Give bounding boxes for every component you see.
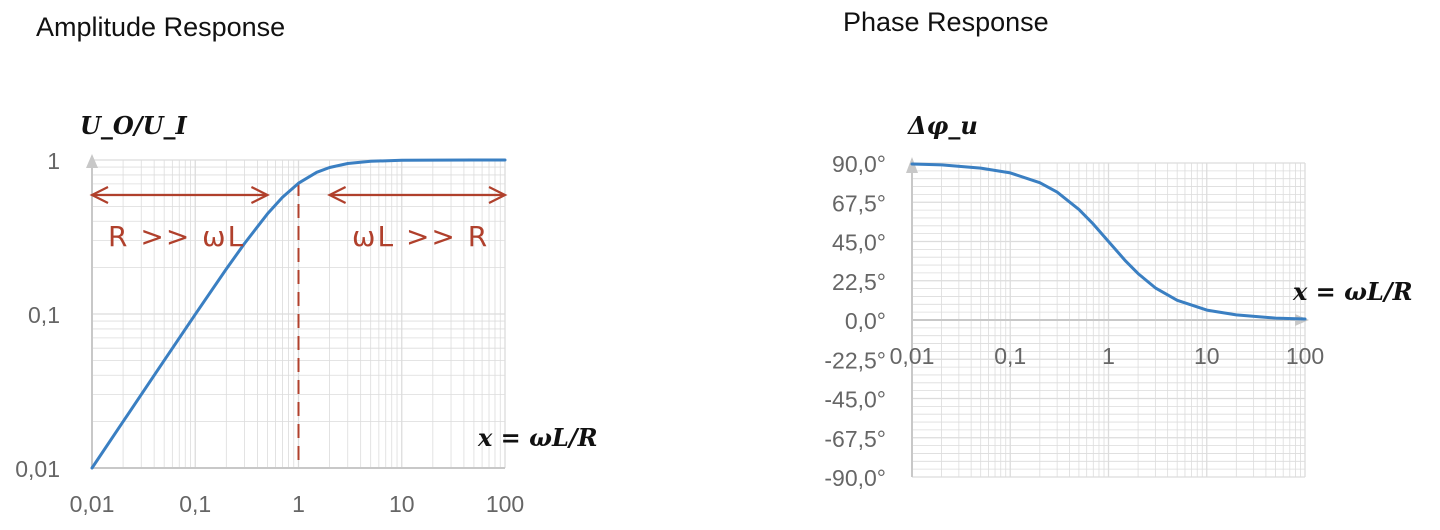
phase-curve <box>910 162 1307 321</box>
y-tick-label: 0,0° <box>845 308 886 334</box>
y-tick-label: 22,5° <box>832 269 886 295</box>
y-tick-label: 0,1 <box>28 302 60 328</box>
amplitude-axes <box>86 154 505 469</box>
y-tick-label: -22,5° <box>824 347 886 373</box>
annotation-r-dominant: R >> ωL <box>108 220 245 253</box>
x-tick-label: 0,1 <box>994 343 1026 369</box>
phase-tick-labels: 0,01 0,1 1 10 100 90,0° 67,5° 45,0° 22,5° 0,0° -22… <box>824 151 1324 491</box>
region-arrow-low-right-head <box>250 186 270 204</box>
amplitude-curve <box>90 158 507 470</box>
x-tick-label: 0,1 <box>179 491 211 517</box>
amplitude-x-axis-label: x = ωL/R <box>477 423 598 452</box>
x-tick-label: 1 <box>1102 343 1115 369</box>
y-tick-label: -90,0° <box>824 465 886 491</box>
x-tick-label: 0,01 <box>890 343 935 369</box>
x-tick-label: 0,01 <box>70 491 115 517</box>
phase-x-axis-label: x = ωL/R <box>1292 277 1413 306</box>
y-tick-label: 45,0° <box>832 230 886 256</box>
y-tick-label: -45,0° <box>824 387 886 413</box>
y-tick-label: 67,5° <box>832 190 886 216</box>
region-arrow-high-left-head <box>327 186 347 204</box>
phase-series <box>910 162 1307 321</box>
amplitude-tick-labels: 0,01 0,1 1 10 100 0,01 0,1 1 <box>15 148 524 517</box>
phase-chart-title: Phase Response <box>843 7 1049 37</box>
x-tick-label: 100 <box>1286 343 1324 369</box>
amplitude-y-axis-label: U_O/U_I <box>80 111 188 140</box>
y-axis-arrow <box>86 154 98 168</box>
amplitude-annotations <box>89 182 508 468</box>
amplitude-series <box>90 158 507 470</box>
y-tick-label: 0,01 <box>15 456 60 482</box>
y-tick-label: 90,0° <box>832 151 886 177</box>
x-tick-label: 100 <box>486 491 524 517</box>
phase-y-axis-label: Δφ_u <box>907 111 978 140</box>
y-tick-label: -67,5° <box>824 426 886 452</box>
annotation-wl-dominant: ωL >> R <box>352 220 489 253</box>
x-tick-label: 10 <box>1194 343 1220 369</box>
x-tick-label: 10 <box>389 491 415 517</box>
region-arrow-low-left-head <box>89 186 109 204</box>
amplitude-response-chart: Amplitude Response 0,01 0,1 1 10 100 0,01 0,1 1… <box>15 12 597 517</box>
amplitude-chart-title: Amplitude Response <box>36 12 285 42</box>
phase-response-chart: Phase Response 0,01 0,1 1 10 100 90,0° 67,5° 45… <box>824 7 1412 491</box>
region-arrow-high-right-head <box>488 186 508 204</box>
x-tick-label: 1 <box>292 491 305 517</box>
y-tick-label: 1 <box>47 148 60 174</box>
